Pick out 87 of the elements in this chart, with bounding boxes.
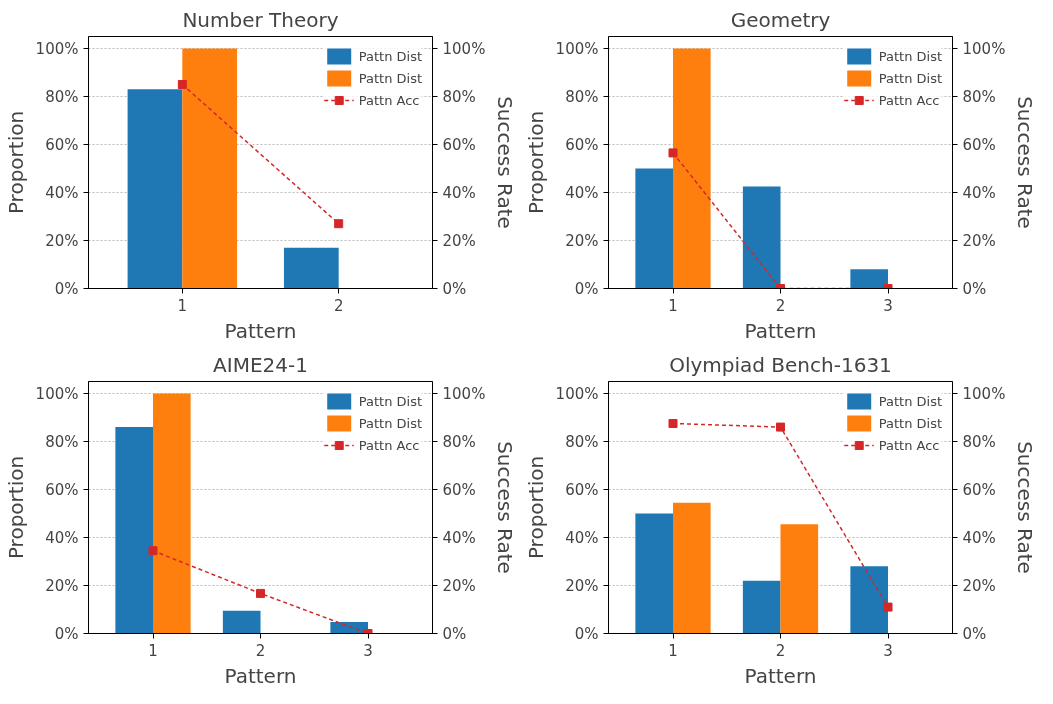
y2-tick-label: 40% [442, 183, 476, 202]
y2-axis-title: Success Rate [1013, 441, 1038, 574]
y-axis-title: Proportion [523, 110, 548, 215]
x-tick-label: 3 [363, 641, 373, 660]
y2-tick-label: 40% [442, 528, 476, 547]
y2-tick-label: 20% [962, 576, 996, 595]
y2-tick-label: 60% [442, 480, 476, 499]
y2-tick-label: 60% [962, 480, 996, 499]
y2-tick-label: 0% [962, 624, 987, 643]
x-axis-title: Pattern [744, 663, 817, 688]
x-axis-title: Pattern [224, 318, 297, 343]
chart-title: AIME24-1 [213, 352, 308, 377]
y-tick-label: 40% [45, 528, 79, 547]
y-tick-label: 80% [45, 87, 79, 106]
x-tick-label: 2 [775, 641, 786, 660]
y2-tick-label: 100% [962, 39, 1006, 58]
y-tick-label: 100% [555, 39, 599, 58]
y2-tick-label: 80% [442, 87, 476, 106]
y-tick-label: 80% [45, 432, 79, 451]
legend-label: Pattn Dist [358, 70, 422, 86]
y2-tick-label: 0% [962, 279, 987, 298]
x-tick-label: 2 [333, 296, 344, 315]
legend-label: Pattn Dist [358, 48, 422, 64]
y2-tick-label: 20% [962, 231, 996, 250]
legend-label: Pattn Acc [358, 437, 420, 453]
chart-title: Geometry [730, 7, 831, 32]
x-tick-label: 3 [883, 296, 893, 315]
legend-label: Pattn Acc [878, 92, 940, 108]
y-tick-label: 0% [54, 279, 79, 298]
legend-label: Pattn Dist [878, 393, 942, 409]
y2-tick-label: 20% [442, 576, 476, 595]
y-tick-label: 0% [574, 624, 599, 643]
y-tick-label: 40% [45, 183, 79, 202]
y-tick-label: 80% [565, 432, 599, 451]
legend-label: Pattn Dist [878, 415, 942, 431]
x-tick-label: 2 [775, 296, 786, 315]
y2-tick-label: 80% [962, 432, 996, 451]
y-tick-label: 20% [565, 231, 599, 250]
y-tick-label: 20% [565, 576, 599, 595]
x-tick-label: 2 [255, 641, 266, 660]
x-tick-label: 1 [177, 296, 188, 315]
y-axis-title: Proportion [3, 455, 28, 560]
y-tick-label: 100% [35, 384, 79, 403]
y2-tick-label: 100% [442, 384, 486, 403]
legend-label: Pattn Dist [358, 415, 422, 431]
x-axis-title: Pattern [224, 663, 297, 688]
y-tick-label: 40% [565, 528, 599, 547]
y-axis-title: Proportion [3, 110, 28, 215]
legend-label: Pattn Acc [358, 92, 420, 108]
legend-label: Pattn Dist [878, 48, 942, 64]
y2-tick-label: 20% [442, 231, 476, 250]
y-axis-title: Proportion [523, 455, 548, 560]
y2-tick-label: 40% [962, 183, 996, 202]
x-tick-label: 1 [148, 641, 158, 660]
y2-tick-label: 80% [442, 432, 476, 451]
y2-tick-label: 100% [442, 39, 486, 58]
y-tick-label: 60% [565, 135, 599, 154]
y2-tick-label: 40% [962, 528, 996, 547]
chart-title: Number Theory [182, 7, 339, 32]
y-tick-label: 60% [45, 135, 79, 154]
y-tick-label: 0% [574, 279, 599, 298]
y2-tick-label: 0% [442, 279, 467, 298]
y2-tick-label: 100% [962, 384, 1006, 403]
y-tick-label: 80% [565, 87, 599, 106]
y-tick-label: 20% [45, 576, 79, 595]
x-tick-label: 3 [883, 641, 893, 660]
y2-tick-label: 0% [442, 624, 467, 643]
y2-tick-label: 60% [962, 135, 996, 154]
x-tick-label: 1 [668, 641, 678, 660]
chart-title: Olympiad Bench-1631 [669, 352, 892, 377]
y-tick-label: 20% [45, 231, 79, 250]
x-axis-title: Pattern [744, 318, 817, 343]
legend-label: Pattn Acc [878, 437, 940, 453]
y-tick-label: 60% [565, 480, 599, 499]
y-tick-label: 0% [54, 624, 79, 643]
y-tick-label: 60% [45, 480, 79, 499]
y2-tick-label: 80% [962, 87, 996, 106]
y2-axis-title: Success Rate [493, 96, 518, 229]
y2-axis-title: Success Rate [493, 441, 518, 574]
x-tick-label: 1 [668, 296, 678, 315]
y2-axis-title: Success Rate [1013, 96, 1038, 229]
y2-tick-label: 60% [442, 135, 476, 154]
legend-label: Pattn Dist [878, 70, 942, 86]
y-tick-label: 40% [565, 183, 599, 202]
y-tick-label: 100% [555, 384, 599, 403]
y-tick-label: 100% [35, 39, 79, 58]
legend-label: Pattn Dist [358, 393, 422, 409]
